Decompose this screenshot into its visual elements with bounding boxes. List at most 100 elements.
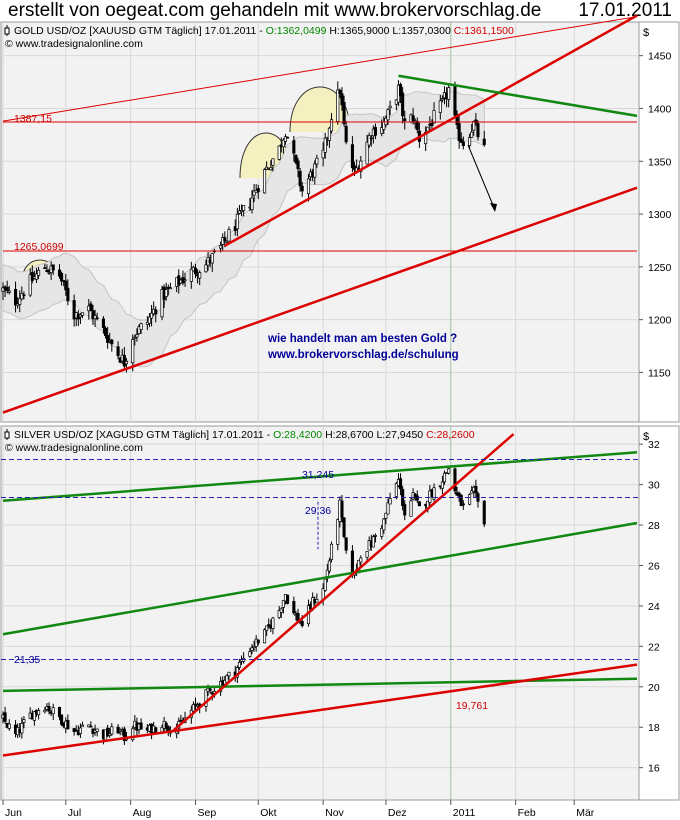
gold-candle-body — [461, 141, 465, 146]
gold-candle-body — [14, 288, 18, 306]
gold-candle-body — [93, 315, 97, 320]
silver-level-label: 31,245 — [302, 469, 334, 481]
silver-info-segment: O:28,4200 — [273, 429, 325, 441]
gold-candle-body — [250, 197, 254, 211]
silver-y-tick-label: 16 — [648, 763, 660, 775]
silver-info-segment: H:28,6700 — [325, 429, 376, 441]
gold-candle-body — [399, 84, 403, 96]
x-axis-tick-label: Jul — [68, 807, 81, 819]
gold-candle-body — [294, 154, 298, 163]
silver-candle-body — [371, 536, 375, 548]
silver-candle-body — [179, 719, 183, 722]
gold-y-tick-label: 1150 — [648, 367, 671, 379]
silver-candle-body — [373, 535, 377, 537]
gold-candle-body — [271, 158, 275, 166]
silver-candle-body — [20, 723, 24, 734]
silver-candle-body — [51, 707, 55, 715]
gold-candle-body — [286, 136, 290, 139]
silver-candle-body — [66, 720, 70, 730]
gold-candle-body — [468, 137, 472, 146]
silver-candle-body — [286, 594, 290, 604]
gold-candle-body — [350, 144, 354, 169]
silver-candle-body — [459, 494, 463, 507]
silver-candle-body — [271, 617, 275, 629]
silver-candle-body — [89, 725, 93, 728]
gold-candle-body — [227, 229, 231, 242]
silver-y-tick-label: 30 — [648, 480, 660, 492]
gold-candle-body — [47, 272, 51, 274]
gold-candle-body — [457, 123, 461, 141]
silver-level-label: 19,761 — [456, 700, 488, 712]
gold-candle-body — [101, 318, 105, 328]
silver-candle-body — [461, 503, 465, 506]
silver-candle-body — [80, 724, 85, 727]
gold-trendline — [398, 74, 638, 118]
gold-candle-body — [470, 131, 474, 138]
silver-candle-body — [57, 707, 62, 718]
x-axis-tick-label: Dez — [388, 807, 407, 819]
silver-candle-body — [417, 501, 421, 507]
silver-info-segment: SILVER USD/OZ [XAGUSD GTM Täglich] 17.01… — [14, 429, 273, 441]
gold-candle-body — [306, 178, 311, 195]
gold-candle-body — [131, 339, 135, 364]
silver-candle-body — [7, 723, 11, 729]
gold-candle-body — [30, 272, 34, 281]
gold-candle-body — [7, 290, 11, 293]
gold-candle-body — [80, 312, 85, 316]
gold-arrow-head — [490, 203, 497, 212]
silver-candle-body — [403, 504, 407, 516]
gold-candle-body — [45, 269, 49, 273]
gold-candle-body — [89, 303, 93, 312]
silver-candle-body — [37, 710, 41, 716]
silver-candle-body — [359, 557, 363, 563]
gold-trendline — [224, 14, 638, 247]
gold-candle-body — [160, 289, 164, 318]
silver-candle-body — [95, 728, 99, 732]
gold-candle-body — [365, 141, 369, 165]
gold-candle-body — [225, 240, 229, 243]
silver-candle-body — [43, 709, 47, 713]
silver-candle-body — [208, 688, 212, 691]
silver-candle-body — [380, 527, 384, 537]
gold-candle-body — [386, 109, 390, 121]
gold-candle-body — [204, 264, 208, 273]
gold-level-label: 1265,0699 — [14, 241, 64, 253]
gold-candle-body — [223, 237, 227, 242]
gold-candle-body — [5, 286, 9, 291]
gold-candle-body — [22, 294, 26, 297]
gold-candle-body — [210, 253, 214, 264]
gold-candle-body — [133, 336, 137, 339]
x-axis-tick-label: Jun — [5, 807, 22, 819]
silver-unit-label: $ — [643, 431, 649, 443]
gold-candle-body — [329, 119, 334, 132]
gold-candle-body — [189, 268, 193, 282]
gold-source-label: © www.tradesignalonline.com — [5, 38, 143, 50]
gold-candle-body — [72, 300, 76, 320]
gold-candle-body — [401, 92, 405, 117]
gold-candle-body — [321, 149, 325, 159]
gold-price-axis — [638, 21, 680, 423]
gold-candle-body — [344, 125, 348, 143]
silver-candle-body — [108, 733, 112, 736]
gold-candle-body — [103, 328, 108, 337]
silver-candle-body — [154, 727, 158, 733]
gold-info-segment: GOLD USD/OZ [XAUUSD GTM Täglich] 17.01.2… — [14, 25, 266, 37]
gold-candle-body — [269, 167, 273, 171]
x-axis-tick-label: Nov — [325, 807, 344, 819]
gold-candle-body — [323, 137, 327, 153]
gold-candle-body — [455, 114, 459, 125]
gold-candle-body — [183, 279, 187, 282]
gold-candle-body — [388, 105, 392, 109]
silver-candle-body — [166, 726, 170, 731]
gold-symbol-icon — [4, 25, 10, 36]
silver-candle-body — [106, 727, 110, 737]
silver-candle-body — [344, 537, 348, 551]
silver-y-tick-label: 32 — [648, 439, 660, 451]
silver-candle-body — [453, 468, 457, 492]
x-axis: Jun Jul Aug Sep Okt Nov Dez 2011 Feb Mär — [1, 799, 639, 819]
gold-y-tick-label: 1350 — [648, 156, 672, 168]
gold-candle-body — [300, 185, 304, 192]
silver-candle-body — [78, 727, 82, 734]
gold-candle-body — [135, 334, 139, 338]
